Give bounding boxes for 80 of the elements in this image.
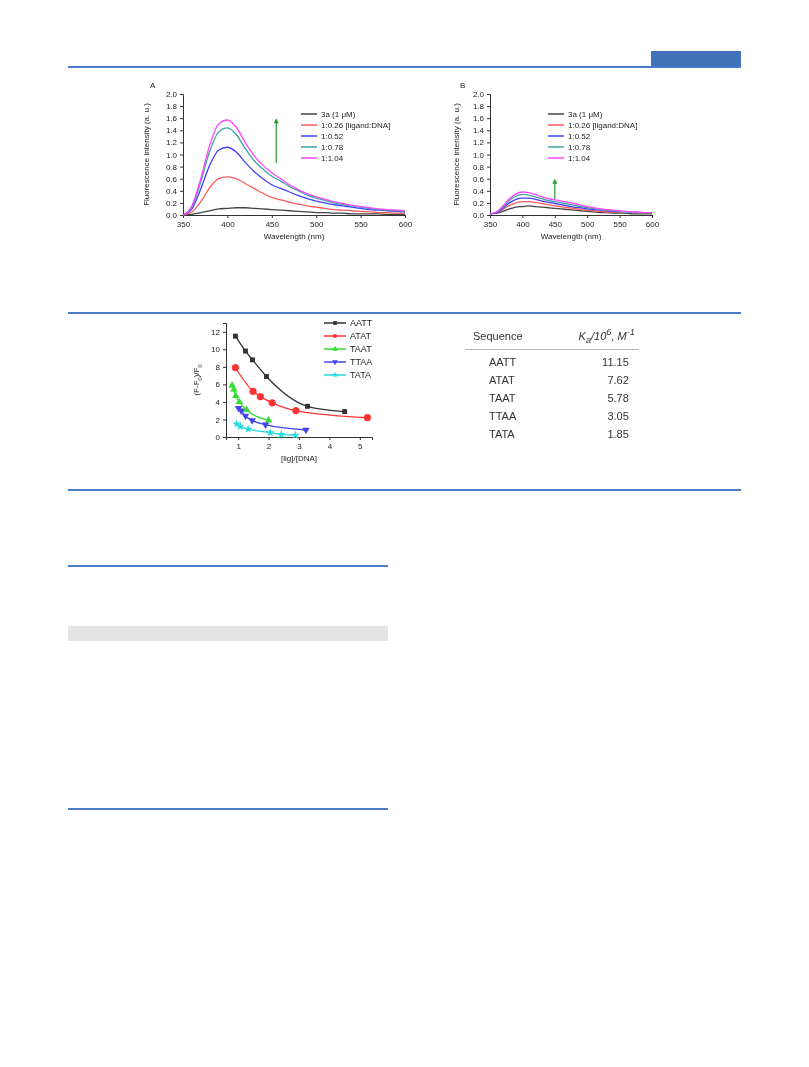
y-tick-label: 1.2 <box>165 138 178 148</box>
legend-label: 3a (1 μM) <box>568 109 603 119</box>
y-tick-label: 0.4 <box>165 186 178 196</box>
y-tick-label: 6 <box>215 380 221 390</box>
x-axis-title: Wavelength (nm) <box>263 232 325 241</box>
x-tick-label: 1 <box>236 441 242 451</box>
y-tick-label: 0.6 <box>472 174 485 184</box>
x-tick-label: 500 <box>310 219 324 229</box>
category-label: TATA <box>488 426 516 440</box>
legend-label: TATA <box>350 369 371 380</box>
legend-label: 1:0.26 [ligand:DNA] <box>321 120 391 130</box>
category-label: AATT <box>488 354 518 368</box>
y-tick-label: 0.2 <box>165 198 178 208</box>
legend-label: 1:1.04 <box>321 153 344 163</box>
chart-title: B <box>460 81 466 90</box>
x-axis-title: [lig]/[DNA] <box>280 454 318 463</box>
x-tick-label: 550 <box>354 219 369 229</box>
y-tick-label: 0.0 <box>472 211 485 221</box>
chart-title: A <box>150 81 156 90</box>
legend-label: 1:0.52 <box>321 131 344 141</box>
x-tick-label: 450 <box>265 219 280 229</box>
y-tick-label: 1.6 <box>472 114 485 124</box>
y-tick-label: 0.0 <box>165 211 178 221</box>
legend-label: 1:0.52 <box>568 131 591 141</box>
x-tick-label: 500 <box>581 219 595 229</box>
y-tick-label: 1.8 <box>165 102 178 112</box>
x-tick-label: 400 <box>516 219 531 229</box>
x-tick-label: 5 <box>358 441 364 451</box>
y-tick-label: 4 <box>215 397 221 407</box>
y-tick-label: 0.2 <box>472 198 485 208</box>
y-tick-label: 2.0 <box>472 90 485 100</box>
x-tick-label: 600 <box>398 219 413 229</box>
y-tick-label: 10 <box>211 345 221 355</box>
y-tick-label: 1.0 <box>165 150 178 160</box>
y-tick-label: 0.6 <box>165 174 178 184</box>
y-tick-label: 12 <box>211 327 221 337</box>
x-tick-label: 400 <box>221 219 236 229</box>
x-tick-label: 600 <box>645 219 660 229</box>
x-tick-label: 2 <box>266 441 272 451</box>
legend-label: 3a (1 μM) <box>321 109 356 119</box>
y-axis-title: Fluorescence intensity (a. u.) <box>142 102 151 206</box>
legend-label: 1:0.26 [ligand:DNA] <box>568 120 638 130</box>
x-tick-label: 350 <box>176 219 191 229</box>
text: 11.15 <box>602 355 629 368</box>
x-tick-label: 3 <box>297 441 303 451</box>
text: Sequence <box>465 325 551 350</box>
x-tick-label: 350 <box>483 219 498 229</box>
y-tick-label: 0 <box>215 433 221 443</box>
x-tick-label: 550 <box>613 219 628 229</box>
y-tick-label: 8 <box>215 362 221 372</box>
legend-label: AATT <box>350 317 373 328</box>
y-tick-label: 0.8 <box>472 162 485 172</box>
text: 7.62 <box>607 373 629 386</box>
text: 5.78 <box>607 391 629 404</box>
y-tick-label: 1.6 <box>165 114 178 124</box>
legend-label: 1:0.78 <box>321 142 344 152</box>
legend-label: 1:0.78 <box>568 142 591 152</box>
y-tick-label: 2.0 <box>165 90 178 100</box>
y-tick-label: 0.8 <box>165 162 178 172</box>
legend-label: TTAA <box>350 356 373 367</box>
y-tick-label: 2 <box>215 415 221 425</box>
y-axis-title: Fluorescence intensity (a. u.) <box>452 102 461 206</box>
text: 3.05 <box>607 409 629 422</box>
y-tick-label: 1.8 <box>472 102 485 112</box>
y-tick-label: 1.0 <box>472 150 485 160</box>
y-tick-label: 0.4 <box>472 186 485 196</box>
text: 1.85 <box>607 427 629 440</box>
text: K$_{a}$/10$^{6}$, M$^{-1}$ <box>550 325 639 350</box>
x-tick-label: 4 <box>327 441 333 451</box>
x-tick-label: 450 <box>548 219 563 229</box>
category-label: TTAA <box>488 408 518 422</box>
legend-label: TAAT <box>350 343 373 354</box>
legend-label: ATAT <box>350 330 372 341</box>
category-label: ATAT <box>488 372 516 386</box>
y-tick-label: 1.4 <box>472 126 485 136</box>
y-tick-label: 1.4 <box>165 126 178 136</box>
y-tick-label: 1.2 <box>472 138 485 148</box>
category-label: TAAT <box>488 390 517 404</box>
x-axis-title: Wavelength (nm) <box>540 232 602 241</box>
legend-label: 1:1.04 <box>568 153 591 163</box>
